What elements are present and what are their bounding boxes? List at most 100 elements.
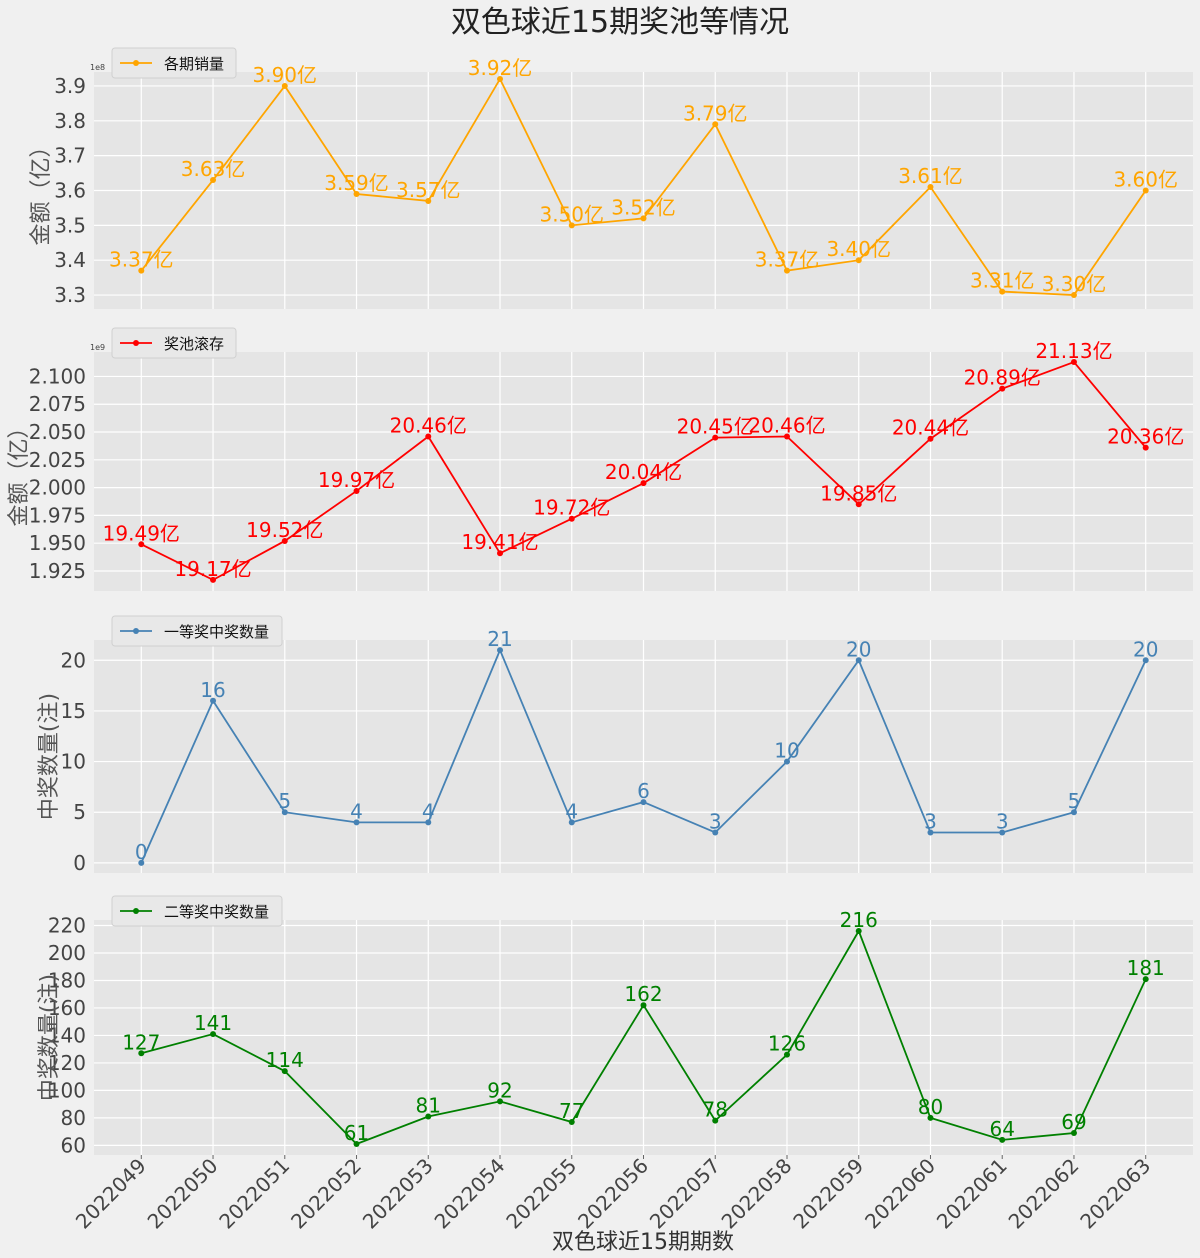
y-tick-label: 10 — [61, 750, 86, 774]
data-point — [568, 222, 575, 229]
legend-box — [111, 327, 237, 359]
data-point — [425, 197, 432, 204]
x-tick-label: 2022054 — [430, 1154, 510, 1234]
y-tick-label: 0 — [73, 851, 86, 875]
legend-label: 二等奖中奖数量 — [164, 903, 269, 921]
y-tick-label: 2.025 — [29, 448, 86, 472]
legend: 各期销量 — [111, 47, 237, 79]
data-point — [640, 799, 647, 806]
legend-marker — [133, 60, 139, 66]
panel-1: 3.3 3.4 3.5 3.6 3.7 3.8 3.9 1e8 金额（亿） 3.37亿 3.63亿 3… — [29, 47, 1193, 309]
x-tick-label: 2022063 — [1075, 1154, 1155, 1234]
data-label: 92 — [487, 1078, 512, 1102]
data-label: 3.90亿 — [253, 63, 318, 87]
data-label: 127 — [122, 1030, 160, 1054]
data-label: 19.41亿 — [461, 530, 538, 554]
data-label: 20 — [846, 637, 871, 661]
x-tick-label: 2022049 — [71, 1154, 151, 1234]
x-tick-label: 2022056 — [573, 1154, 653, 1234]
y-tick-label: 80 — [61, 1106, 86, 1130]
x-tick-label: 2022059 — [788, 1154, 868, 1234]
y-axis-label: 金额（亿） — [7, 416, 32, 526]
data-point — [353, 487, 360, 494]
data-point — [855, 257, 862, 264]
data-point — [425, 819, 432, 826]
y-tick-label: 2.050 — [29, 420, 86, 444]
data-point — [1142, 976, 1149, 983]
data-label: 114 — [266, 1048, 304, 1072]
data-point — [855, 501, 862, 508]
data-point — [210, 576, 217, 583]
data-label: 3.30亿 — [1042, 272, 1107, 296]
panel-3: 0 5 10 15 20 中奖数量(注) 0 16 5 4 4 21 4 6 3 10 20 3 3 5 20 一等奖中奖… — [37, 615, 1193, 875]
data-point — [281, 809, 288, 816]
data-point — [425, 1113, 432, 1120]
data-point — [353, 819, 360, 826]
data-point — [783, 433, 790, 440]
data-label: 20.89亿 — [964, 366, 1041, 390]
data-label: 3.60亿 — [1113, 168, 1178, 192]
data-label: 78 — [703, 1098, 728, 1122]
y-tick-label: 5 — [73, 800, 86, 824]
data-point — [783, 758, 790, 765]
legend: 一等奖中奖数量 — [111, 615, 283, 647]
y-tick-label: 20 — [61, 648, 86, 672]
data-label: 10 — [774, 739, 799, 763]
y-tick-label: 140 — [48, 1023, 86, 1047]
y-axis-label: 中奖数量(注) — [37, 693, 62, 820]
data-point — [1070, 359, 1077, 366]
data-point — [855, 927, 862, 934]
data-point — [783, 267, 790, 274]
data-label: 3 — [996, 809, 1009, 833]
legend: 二等奖中奖数量 — [111, 895, 283, 927]
data-label: 80 — [918, 1095, 943, 1119]
data-point — [783, 1051, 790, 1058]
x-tick-label: 2022053 — [358, 1154, 438, 1234]
data-point — [281, 1068, 288, 1075]
data-point — [1142, 444, 1149, 451]
data-label: 64 — [989, 1117, 1014, 1141]
data-point — [1142, 657, 1149, 664]
data-label: 19.17亿 — [174, 557, 251, 581]
data-label: 4 — [565, 799, 578, 823]
legend-box — [111, 615, 283, 647]
data-label: 4 — [350, 799, 363, 823]
y-tick-label: 2.100 — [29, 364, 86, 388]
data-label: 3.61亿 — [898, 164, 963, 188]
y-tick-label: 3.5 — [54, 213, 86, 237]
data-point — [927, 184, 934, 191]
chart-title: 双色球近15期奖池等情况 — [451, 5, 789, 40]
data-label: 6 — [637, 779, 650, 803]
legend-marker — [133, 628, 139, 634]
data-point — [210, 1031, 217, 1038]
x-tick-label: 2022060 — [860, 1154, 940, 1234]
legend-label: 奖池滚存 — [164, 335, 224, 353]
data-point — [210, 697, 217, 704]
data-point — [640, 215, 647, 222]
legend: 奖池滚存 — [111, 327, 237, 359]
data-label: 3.40亿 — [826, 237, 891, 261]
data-label: 81 — [416, 1094, 441, 1118]
data-label: 77 — [559, 1099, 584, 1123]
data-point — [497, 647, 504, 654]
data-label: 20.04亿 — [605, 460, 682, 484]
y-tick-label: 3.4 — [54, 248, 86, 272]
data-point — [640, 480, 647, 487]
data-point — [353, 1141, 360, 1148]
data-label: 20 — [1133, 637, 1158, 661]
x-tick-label: 2022057 — [645, 1154, 725, 1234]
x-tick-label: 2022050 — [143, 1154, 223, 1234]
data-point — [927, 1114, 934, 1121]
data-point — [999, 385, 1006, 392]
y-tick-label: 2.000 — [29, 476, 86, 500]
panel-2: 1.925 1.950 1.975 2.000 2.025 2.050 2.075 2.100… — [7, 327, 1193, 591]
data-label: 19.49亿 — [103, 521, 180, 545]
data-label: 3.79亿 — [683, 101, 748, 125]
data-point — [138, 541, 145, 548]
panel-4: 60 80 100 120 140 160 180 200 220 中奖数量(注) 127 141 11… — [37, 895, 1193, 1157]
offset-text: 1e9 — [90, 343, 105, 352]
data-label: 3.59亿 — [324, 171, 389, 195]
data-label: 3.37亿 — [109, 248, 174, 272]
legend-marker — [133, 340, 139, 346]
data-point — [568, 515, 575, 522]
